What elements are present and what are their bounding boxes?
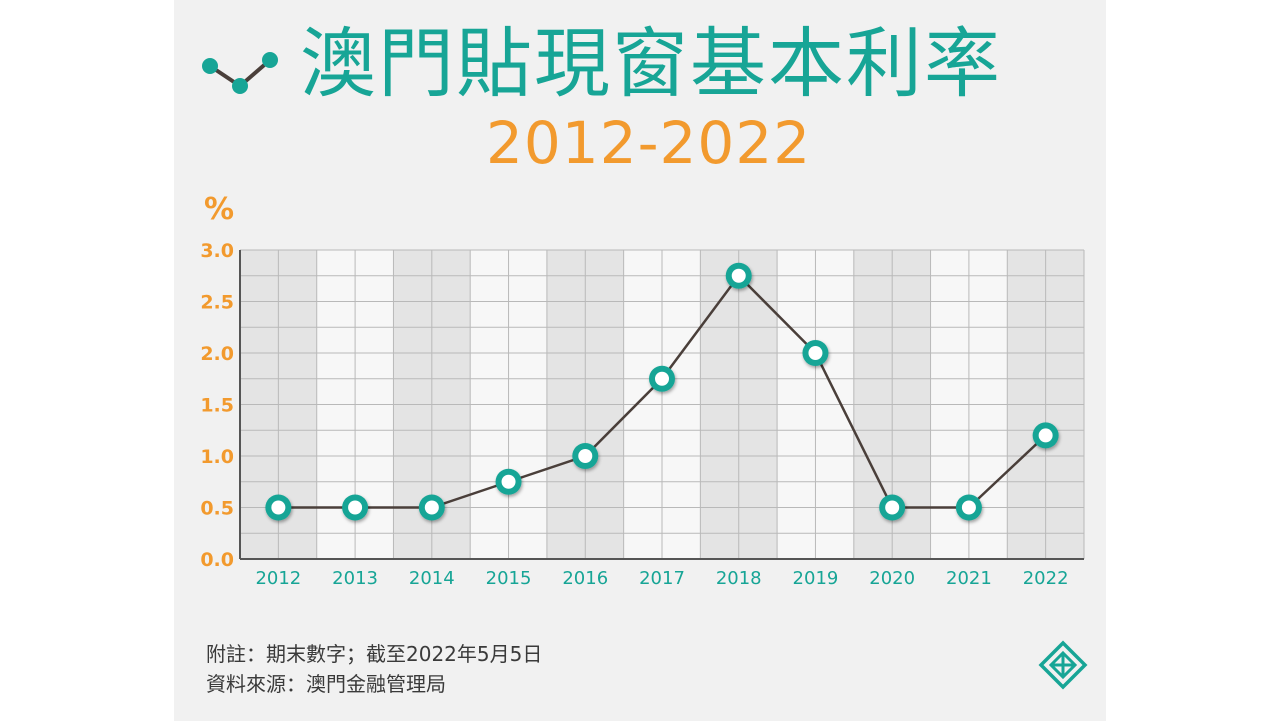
data-point-center xyxy=(424,500,439,515)
x-tick-label: 2015 xyxy=(486,568,532,589)
x-tick-label: 2018 xyxy=(716,568,762,589)
x-tick-label: 2016 xyxy=(562,568,608,589)
data-point-center xyxy=(731,268,746,283)
x-tick-label: 2013 xyxy=(332,568,378,589)
data-point-center xyxy=(961,500,976,515)
x-tick-label: 2021 xyxy=(946,568,992,589)
data-point-center xyxy=(348,500,363,515)
data-point-center xyxy=(501,474,516,489)
data-point-center xyxy=(271,500,286,515)
data-point xyxy=(495,468,522,495)
x-tick-label: 2022 xyxy=(1023,568,1069,589)
data-point-center xyxy=(808,346,823,360)
data-point xyxy=(265,494,292,521)
data-points xyxy=(265,262,1059,521)
y-tick-label: 2.0 xyxy=(200,343,234,365)
data-point xyxy=(725,262,752,289)
data-point xyxy=(649,365,675,392)
data-point xyxy=(879,494,906,521)
line-chart: 0.0 0.5 1.0 1.5 2.0 2.5 3.0 2012 2013 2014 2015 201… xyxy=(200,240,1085,589)
y-tick-label: 1.5 xyxy=(200,395,234,417)
x-tick-label: 2012 xyxy=(255,568,301,589)
x-tick-label: 2017 xyxy=(639,568,685,589)
axes: 0.0 0.5 1.0 1.5 2.0 2.5 3.0 2012 2013 2014 2015 201… xyxy=(200,240,1084,589)
data-point xyxy=(418,494,445,521)
chart-subtitle: 2012-2022 xyxy=(486,109,812,177)
y-tick-label: 3.0 xyxy=(200,240,234,262)
y-tick-label: 2.5 xyxy=(200,292,234,314)
y-axis-unit: % xyxy=(204,192,235,227)
infographic-card: 澳門貼現窗基本利率 2012-2022 % 0.0 0.5 1.0 1.5 2.0 2.5… xyxy=(174,0,1106,721)
y-tick-label: 1.0 xyxy=(200,446,234,468)
data-point-center xyxy=(885,500,900,515)
x-tick-label: 2014 xyxy=(409,568,455,589)
data-point-center xyxy=(578,449,593,463)
data-point xyxy=(572,443,599,469)
amcm-logo-icon xyxy=(1038,640,1088,690)
source-note: 資料來源：澳門金融管理局 xyxy=(206,672,446,696)
data-point xyxy=(955,494,982,521)
data-point-center xyxy=(1038,428,1053,443)
x-tick-label: 2020 xyxy=(869,568,915,589)
data-point xyxy=(802,340,829,366)
line-chart-icon xyxy=(202,52,278,94)
data-point-center xyxy=(655,371,669,386)
data-point xyxy=(1032,422,1059,449)
y-tick-label: 0.5 xyxy=(200,498,234,520)
data-point xyxy=(342,494,369,521)
y-tick-label: 0.0 xyxy=(200,549,234,571)
chart-title: 澳門貼現窗基本利率 xyxy=(300,19,1002,108)
footnote: 附註：期末數字；截至2022年5月5日 xyxy=(206,642,543,666)
x-tick-label: 2019 xyxy=(793,568,839,589)
